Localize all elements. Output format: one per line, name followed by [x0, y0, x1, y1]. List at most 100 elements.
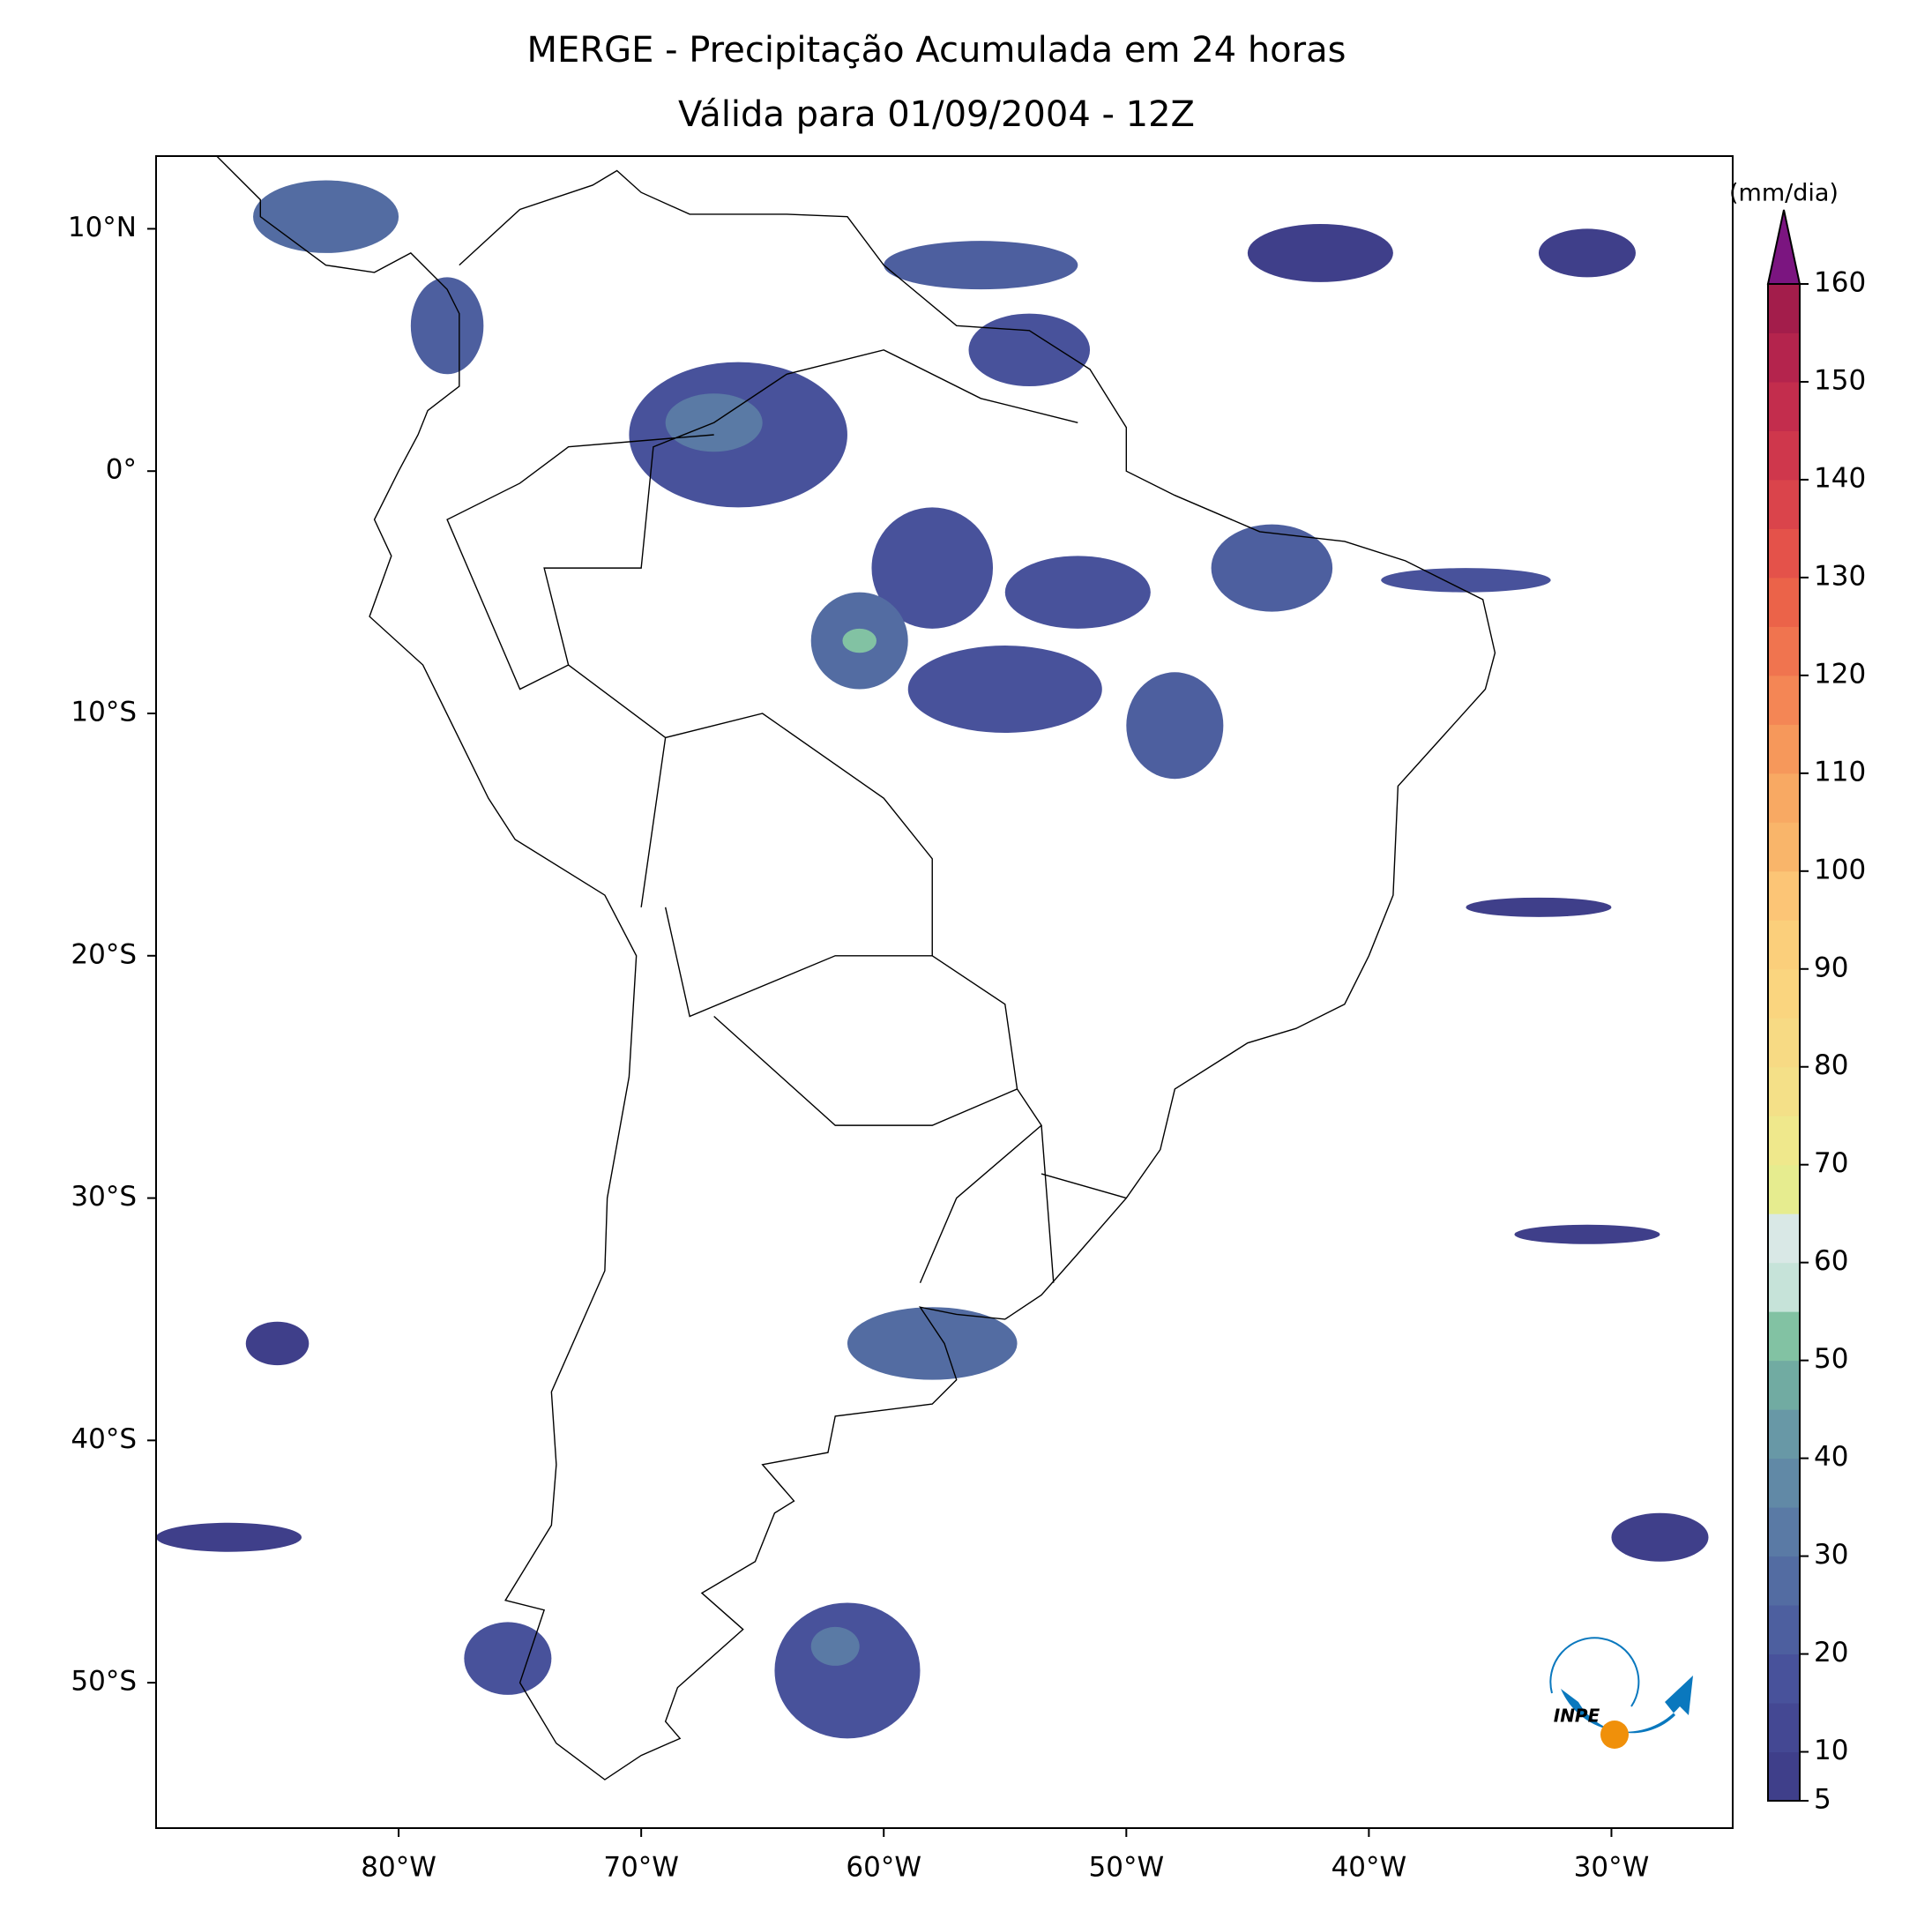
- colorbar-band: [1768, 381, 1800, 431]
- colorbar-band: [1768, 724, 1800, 774]
- colorbar-band: [1768, 1116, 1800, 1166]
- colorbar-band: [1768, 1409, 1800, 1459]
- colorbar-tick-label: 140: [1814, 462, 1866, 494]
- rain-area: [907, 646, 1102, 733]
- x-tick-label: 50°W: [1089, 1852, 1165, 1884]
- rain-area: [464, 1622, 552, 1695]
- colorbar-band: [1768, 1703, 1800, 1753]
- colorbar-band: [1768, 920, 1800, 970]
- rain-area: [774, 1602, 921, 1739]
- rain-area: [810, 1626, 860, 1666]
- colorbar: 5 10 20 30 40 50 60 70 80 90 100 110 120 130 140 150 160…: [1729, 180, 1866, 1816]
- colorbar-band: [1768, 430, 1800, 481]
- colorbar-tick-label: 50: [1814, 1343, 1848, 1375]
- rain-area: [871, 507, 994, 629]
- colorbar-band: [1768, 1507, 1800, 1557]
- colorbar-tick-label: 110: [1814, 756, 1866, 788]
- colorbar-band: [1768, 1605, 1800, 1655]
- x-tick-label: 40°W: [1332, 1852, 1407, 1884]
- colorbar-tick-label: 5: [1814, 1784, 1831, 1816]
- colorbar-band: [1768, 1164, 1800, 1214]
- y-tick-label: 0°: [106, 454, 137, 486]
- plot-frame: [155, 155, 1734, 1829]
- colorbar-tick-label: 120: [1814, 658, 1866, 690]
- colorbar-tick-label: 40: [1814, 1441, 1848, 1473]
- border: [447, 350, 1126, 1283]
- x-tick-label: 60°W: [846, 1852, 921, 1884]
- colorbar-band: [1768, 626, 1800, 676]
- rain-area: [1466, 897, 1612, 917]
- colorbar-band: [1768, 1311, 1800, 1362]
- geo-layer: [156, 156, 1709, 1780]
- colorbar-band: [1768, 773, 1800, 823]
- y-tick-label: 10°N: [68, 212, 137, 243]
- colorbar-band: [1768, 675, 1800, 725]
- colorbar-band: [1768, 1213, 1800, 1264]
- colorbar-band: [1768, 577, 1800, 627]
- colorbar-band: [1768, 332, 1800, 383]
- logo: INPE: [1549, 1637, 1693, 1749]
- colorbar-band: [1768, 528, 1800, 579]
- logo-orbit: [1549, 1637, 1640, 1707]
- y-tick-label: 30°S: [71, 1181, 137, 1213]
- colorbar-band: [1768, 479, 1800, 529]
- rain-area: [410, 277, 484, 375]
- rain-area: [1126, 672, 1224, 780]
- y-tick-label: 50°S: [71, 1666, 137, 1698]
- colorbar-band: [1768, 284, 1800, 333]
- rain-area: [842, 628, 876, 653]
- colorbar-band: [1768, 1751, 1800, 1802]
- colorbar-band: [1768, 1018, 1800, 1068]
- colorbar-band: [1768, 1066, 1800, 1116]
- x-tick-label: 30°W: [1574, 1852, 1650, 1884]
- rain-area: [245, 1321, 310, 1366]
- y-tick-label: 10°S: [71, 697, 137, 728]
- colorbar-tick-label: 160: [1814, 267, 1866, 299]
- colorbar-band: [1768, 1653, 1800, 1704]
- rain-area: [1211, 524, 1333, 612]
- rain-area: [1247, 223, 1393, 282]
- colorbar-tick-label: 130: [1814, 560, 1866, 592]
- colorbar-tick-label: 20: [1814, 1637, 1848, 1668]
- x-tick-label: 80°W: [361, 1852, 436, 1884]
- rain-area: [1514, 1224, 1660, 1244]
- colorbar-tick-label: 90: [1814, 952, 1848, 983]
- logo-dot: [1600, 1721, 1629, 1749]
- colorbar-frame: [1767, 283, 1801, 1802]
- colorbar-band: [1768, 870, 1800, 921]
- colorbar-tick-label: 30: [1814, 1539, 1848, 1571]
- colorbar-extend: [1766, 209, 1801, 285]
- rain-area: [156, 1522, 302, 1552]
- coastline: [217, 156, 1496, 1780]
- map-plot: [147, 155, 1734, 1837]
- colorbar-unit: (mm/dia): [1729, 180, 1839, 207]
- rain-area: [253, 180, 399, 253]
- colorbar-tick-label: 100: [1814, 854, 1866, 885]
- rain-area: [1538, 228, 1636, 278]
- colorbar-tick-label: 60: [1814, 1245, 1848, 1277]
- rain-area: [1381, 568, 1551, 593]
- rain-area: [1611, 1512, 1709, 1562]
- colorbar-tick-label: 80: [1814, 1049, 1848, 1081]
- y-tick-label: 20°S: [71, 938, 137, 970]
- colorbar-band: [1768, 968, 1800, 1019]
- precipitation: [156, 180, 1709, 1739]
- colorbar-tick-label: 150: [1814, 364, 1866, 396]
- colorbar-tick-label: 70: [1814, 1147, 1848, 1179]
- colorbar-band: [1768, 1360, 1800, 1410]
- title-line: Válida para 01/09/2004 - 12Z: [678, 94, 1195, 135]
- rain-area: [884, 241, 1078, 290]
- map-background: [156, 156, 1733, 1828]
- y-tick-label: 40°S: [71, 1423, 137, 1455]
- colorbar-band: [1768, 1556, 1800, 1606]
- colorbar-tick-label: 10: [1814, 1735, 1848, 1766]
- rain-area: [968, 313, 1091, 387]
- rain-area: [847, 1307, 1018, 1380]
- colorbar-band: [1768, 822, 1800, 872]
- colorbar-band: [1768, 1458, 1800, 1508]
- x-tick-label: 70°W: [603, 1852, 679, 1884]
- rain-area: [1004, 556, 1151, 629]
- colorbar-band: [1768, 1262, 1800, 1312]
- title-line: MERGE - Precipitação Acumulada em 24 hor…: [527, 30, 1346, 71]
